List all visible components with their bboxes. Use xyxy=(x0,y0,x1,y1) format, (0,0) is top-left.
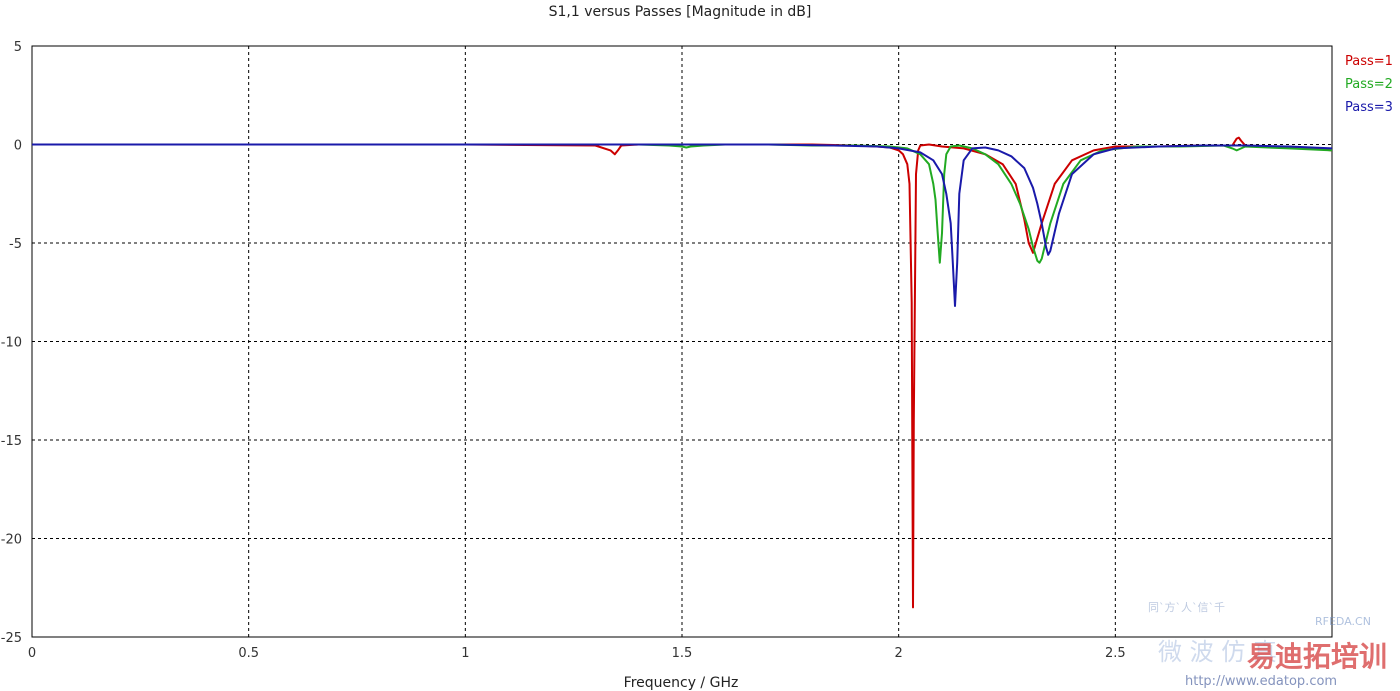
x-tick-label: 1.5 xyxy=(672,646,693,661)
y-tick-label: -5 xyxy=(9,237,22,252)
watermark-brand-cn: 微 波 仿 真 xyxy=(1158,638,1277,666)
watermark: 同ˋ方ˋ人ˋ信ˋ千 RFEDA.CN 微 波 仿 真 xyxy=(1148,600,1371,666)
x-tick-label: 2.5 xyxy=(1105,646,1126,661)
legend-entry-pass-2: Pass=2 xyxy=(1345,77,1393,92)
y-tick-label: 5 xyxy=(14,40,22,55)
y-tick-label: 0 xyxy=(14,139,22,154)
plot-frame xyxy=(31,45,1333,638)
legend: Pass=1 Pass=2 Pass=3 xyxy=(1345,54,1393,115)
tick-labels: 0 0.5 1 1.5 2 2.5 5 0 -5 -10 -15 -20 -25 xyxy=(1,40,1126,661)
y-tick-label: -10 xyxy=(1,336,22,351)
legend-entry-pass-3: Pass=3 xyxy=(1345,100,1393,115)
chart-title: S1,1 versus Passes [Magnitude in dB] xyxy=(549,4,812,20)
watermark-brand-large: 易迪拓培训 xyxy=(1247,640,1387,673)
watermark-line1: 同ˋ方ˋ人ˋ信ˋ千 xyxy=(1148,600,1225,614)
x-tick-label: 1 xyxy=(461,646,469,661)
x-axis-title: Frequency / GHz xyxy=(624,675,739,691)
y-tick-label: -20 xyxy=(1,533,22,548)
series-lines xyxy=(32,136,1333,609)
y-tick-label: -25 xyxy=(1,631,22,646)
y-tick-label: -15 xyxy=(1,434,22,449)
x-tick-label: 0.5 xyxy=(238,646,259,661)
grid xyxy=(32,46,1332,637)
legend-entry-pass-1: Pass=1 xyxy=(1345,54,1393,69)
watermark-url: http://www.edatop.com xyxy=(1185,674,1337,689)
x-tick-label: 0 xyxy=(28,646,36,661)
watermark-brand-small: RFEDA.CN xyxy=(1315,615,1371,628)
x-tick-label: 2 xyxy=(895,646,903,661)
series-line-pass-3 xyxy=(32,143,1333,307)
